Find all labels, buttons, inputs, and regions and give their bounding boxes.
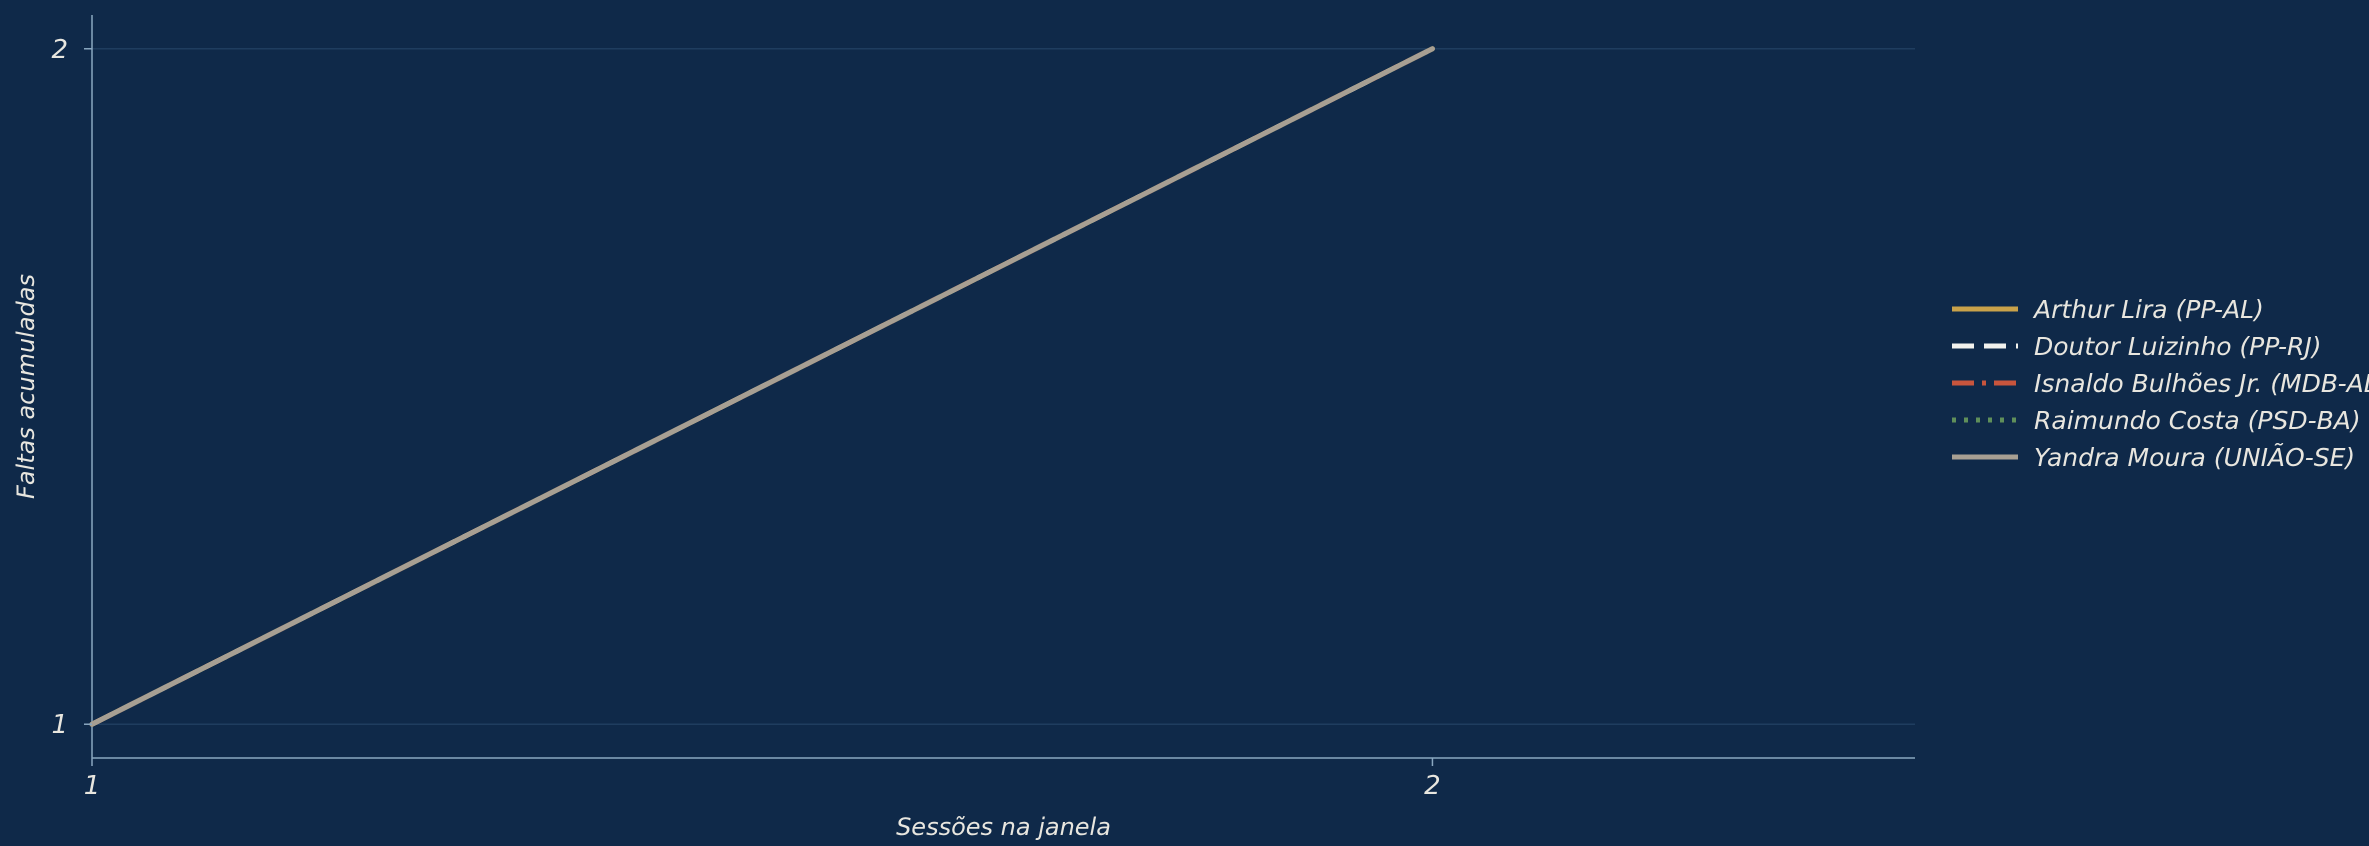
- x-tick-label: 2: [1424, 771, 1441, 801]
- x-tick-label: 1: [84, 771, 101, 801]
- legend: Arthur Lira (PP-AL) Doutor Luizinho (PP-R…: [1952, 295, 2369, 472]
- legend-label: Isnaldo Bulhões Jr. (MDB-AL): [2034, 369, 2369, 398]
- legend-label: Doutor Luizinho (PP-RJ): [2034, 332, 2322, 361]
- legend-label: Arthur Lira (PP-AL): [2032, 295, 2264, 324]
- legend-label: Yandra Moura (UNIÃO-SE): [2034, 442, 2355, 472]
- x-axis-label: Sessões na janela: [896, 813, 1111, 841]
- series-line-5: [89, 46, 1435, 727]
- ticks-layer: 1 2 1 2: [51, 35, 1440, 801]
- y-axis-label: Faltas acumuladas: [12, 274, 40, 499]
- series-layer: [89, 46, 1435, 727]
- legend-label: Raimundo Costa (PSD-BA): [2034, 406, 2361, 435]
- y-tick-label: 2: [51, 35, 68, 65]
- y-tick-label: 1: [51, 710, 68, 740]
- grid-layer: [92, 48, 1915, 725]
- axes-layer: [91, 15, 1915, 759]
